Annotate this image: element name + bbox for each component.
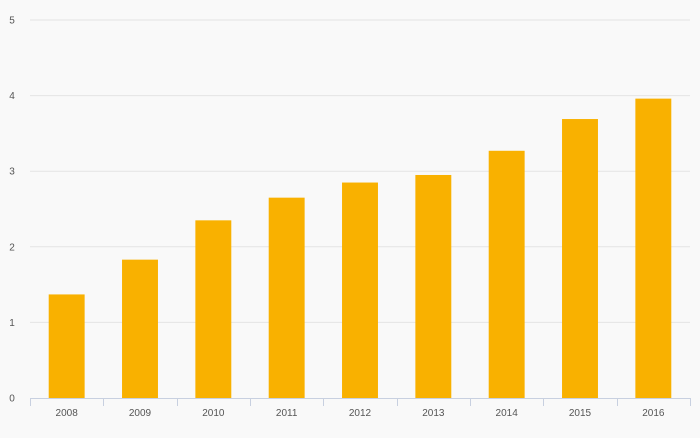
- bar-2010: [195, 220, 232, 398]
- x-tick-label-2012: 2012: [349, 408, 372, 419]
- x-tick-label-2015: 2015: [569, 408, 592, 419]
- bar-2013: [415, 174, 452, 398]
- tick-labels: 0 1 2 3 4 5 2008 2009 2010 2011 2012 2013 2014 2015 20…: [9, 16, 665, 420]
- y-tick-label-4: 4: [9, 91, 15, 102]
- x-tick-label-2009: 2009: [129, 408, 152, 419]
- y-tick-label-3: 3: [9, 167, 15, 178]
- bars: [48, 98, 672, 399]
- x-tick-label-2010: 2010: [202, 408, 225, 419]
- x-tick-label-2011: 2011: [276, 408, 298, 419]
- x-tick-label-2008: 2008: [56, 408, 79, 419]
- bar-2011: [268, 197, 305, 398]
- bar-2014: [488, 150, 525, 398]
- x-tick-label-2016: 2016: [642, 408, 665, 419]
- bar-2008: [48, 294, 85, 398]
- bar-2012: [342, 182, 378, 398]
- y-tick-label-5: 5: [9, 16, 15, 27]
- x-tick-label-2013: 2013: [422, 408, 445, 419]
- y-tick-label-0: 0: [9, 394, 15, 405]
- bar-2015: [562, 119, 598, 398]
- y-tick-label-1: 1: [9, 318, 15, 329]
- bar-2009: [122, 259, 158, 398]
- axes: [30, 398, 691, 406]
- bar-2016: [635, 98, 672, 399]
- y-tick-label-2: 2: [9, 242, 15, 253]
- x-tick-label-2014: 2014: [496, 408, 519, 419]
